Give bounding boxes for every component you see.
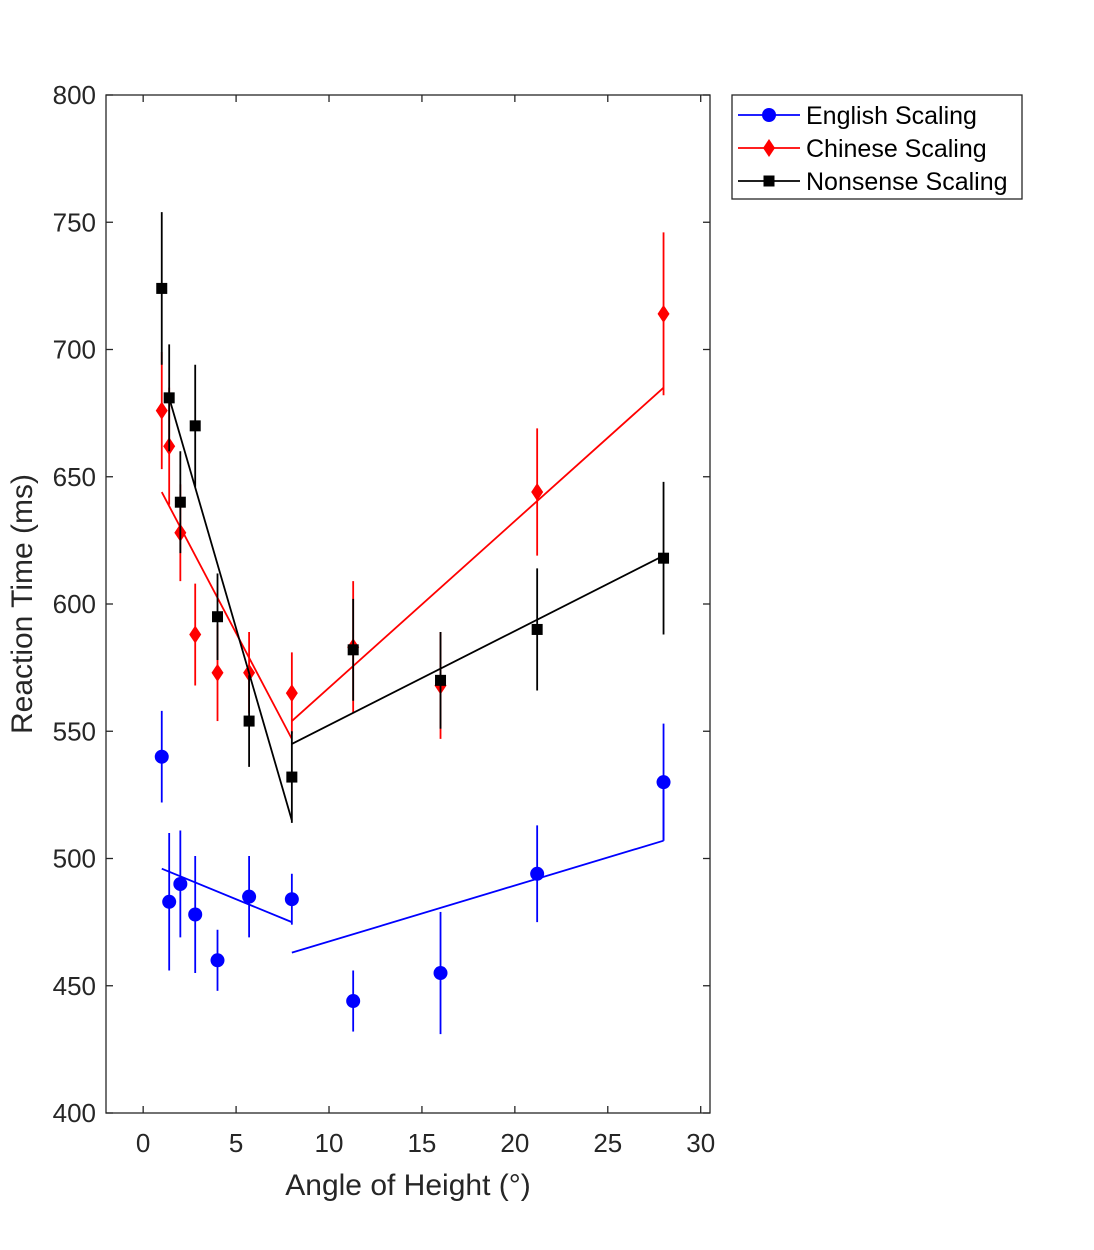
x-tick-label: 20 (500, 1128, 529, 1158)
data-point (174, 496, 186, 508)
plot-area (105, 94, 711, 1114)
data-point (211, 663, 224, 682)
y-tick-label: 500 (53, 844, 96, 874)
data-point (189, 625, 202, 644)
data-point (347, 644, 359, 656)
y-axis-label: Reaction Time (ms) (6, 474, 39, 734)
x-tick-label: 15 (407, 1128, 436, 1158)
series-english-scaling (154, 710, 671, 1035)
legend-marker (763, 139, 775, 157)
data-point (155, 401, 168, 420)
x-tick-label: 30 (686, 1128, 715, 1158)
data-point (531, 623, 543, 635)
y-tick-label: 750 (53, 207, 96, 237)
series-nonsense-scaling (156, 212, 670, 823)
data-point (657, 304, 670, 323)
data-point (243, 715, 255, 727)
legend: English Scaling Chinese Scaling Nonsense S… (731, 94, 1023, 200)
y-tick-label: 700 (53, 335, 96, 365)
data-point (284, 892, 299, 907)
data-point (210, 953, 225, 968)
legend-marker (763, 175, 775, 187)
data-point (162, 894, 177, 909)
y-tick-label: 600 (53, 589, 96, 619)
x-tick-label: 25 (593, 1128, 622, 1158)
fit-line (161, 867, 293, 923)
y-tick-label: 550 (53, 716, 96, 746)
legend-marker (762, 108, 776, 122)
chart-marks (154, 212, 671, 1035)
data-point (346, 994, 361, 1009)
data-point (163, 392, 175, 404)
data-point (154, 749, 169, 764)
data-point (212, 611, 224, 623)
legend-label: Nonsense Scaling (806, 168, 1008, 196)
data-point (435, 674, 447, 686)
data-point (433, 966, 448, 981)
data-point (658, 552, 670, 564)
legend-label: English Scaling (806, 102, 977, 130)
data-point (189, 420, 201, 432)
axis-ticks: 0 5 10 15 20 25 30 400 450 500 550 600 650 700 750 800 (53, 80, 716, 1158)
legend-label: Chinese Scaling (806, 135, 987, 163)
fit-line (291, 554, 664, 745)
x-axis-label: Angle of Height (°) (285, 1169, 530, 1202)
data-point (188, 907, 203, 922)
y-tick-label: 650 (53, 462, 96, 492)
data-point (242, 889, 257, 904)
data-point (285, 684, 298, 703)
fit-line (291, 839, 664, 954)
x-tick-label: 10 (315, 1128, 344, 1158)
y-tick-label: 800 (53, 80, 96, 110)
data-point (173, 876, 188, 891)
y-tick-label: 450 (53, 971, 96, 1001)
x-tick-label: 5 (229, 1128, 243, 1158)
x-tick-label: 0 (136, 1128, 150, 1158)
data-point (286, 771, 298, 783)
data-point (531, 483, 544, 502)
y-tick-label: 400 (53, 1098, 96, 1128)
fit-line (168, 397, 293, 821)
data-point (656, 775, 671, 790)
data-point (530, 866, 545, 881)
data-point (156, 282, 168, 294)
